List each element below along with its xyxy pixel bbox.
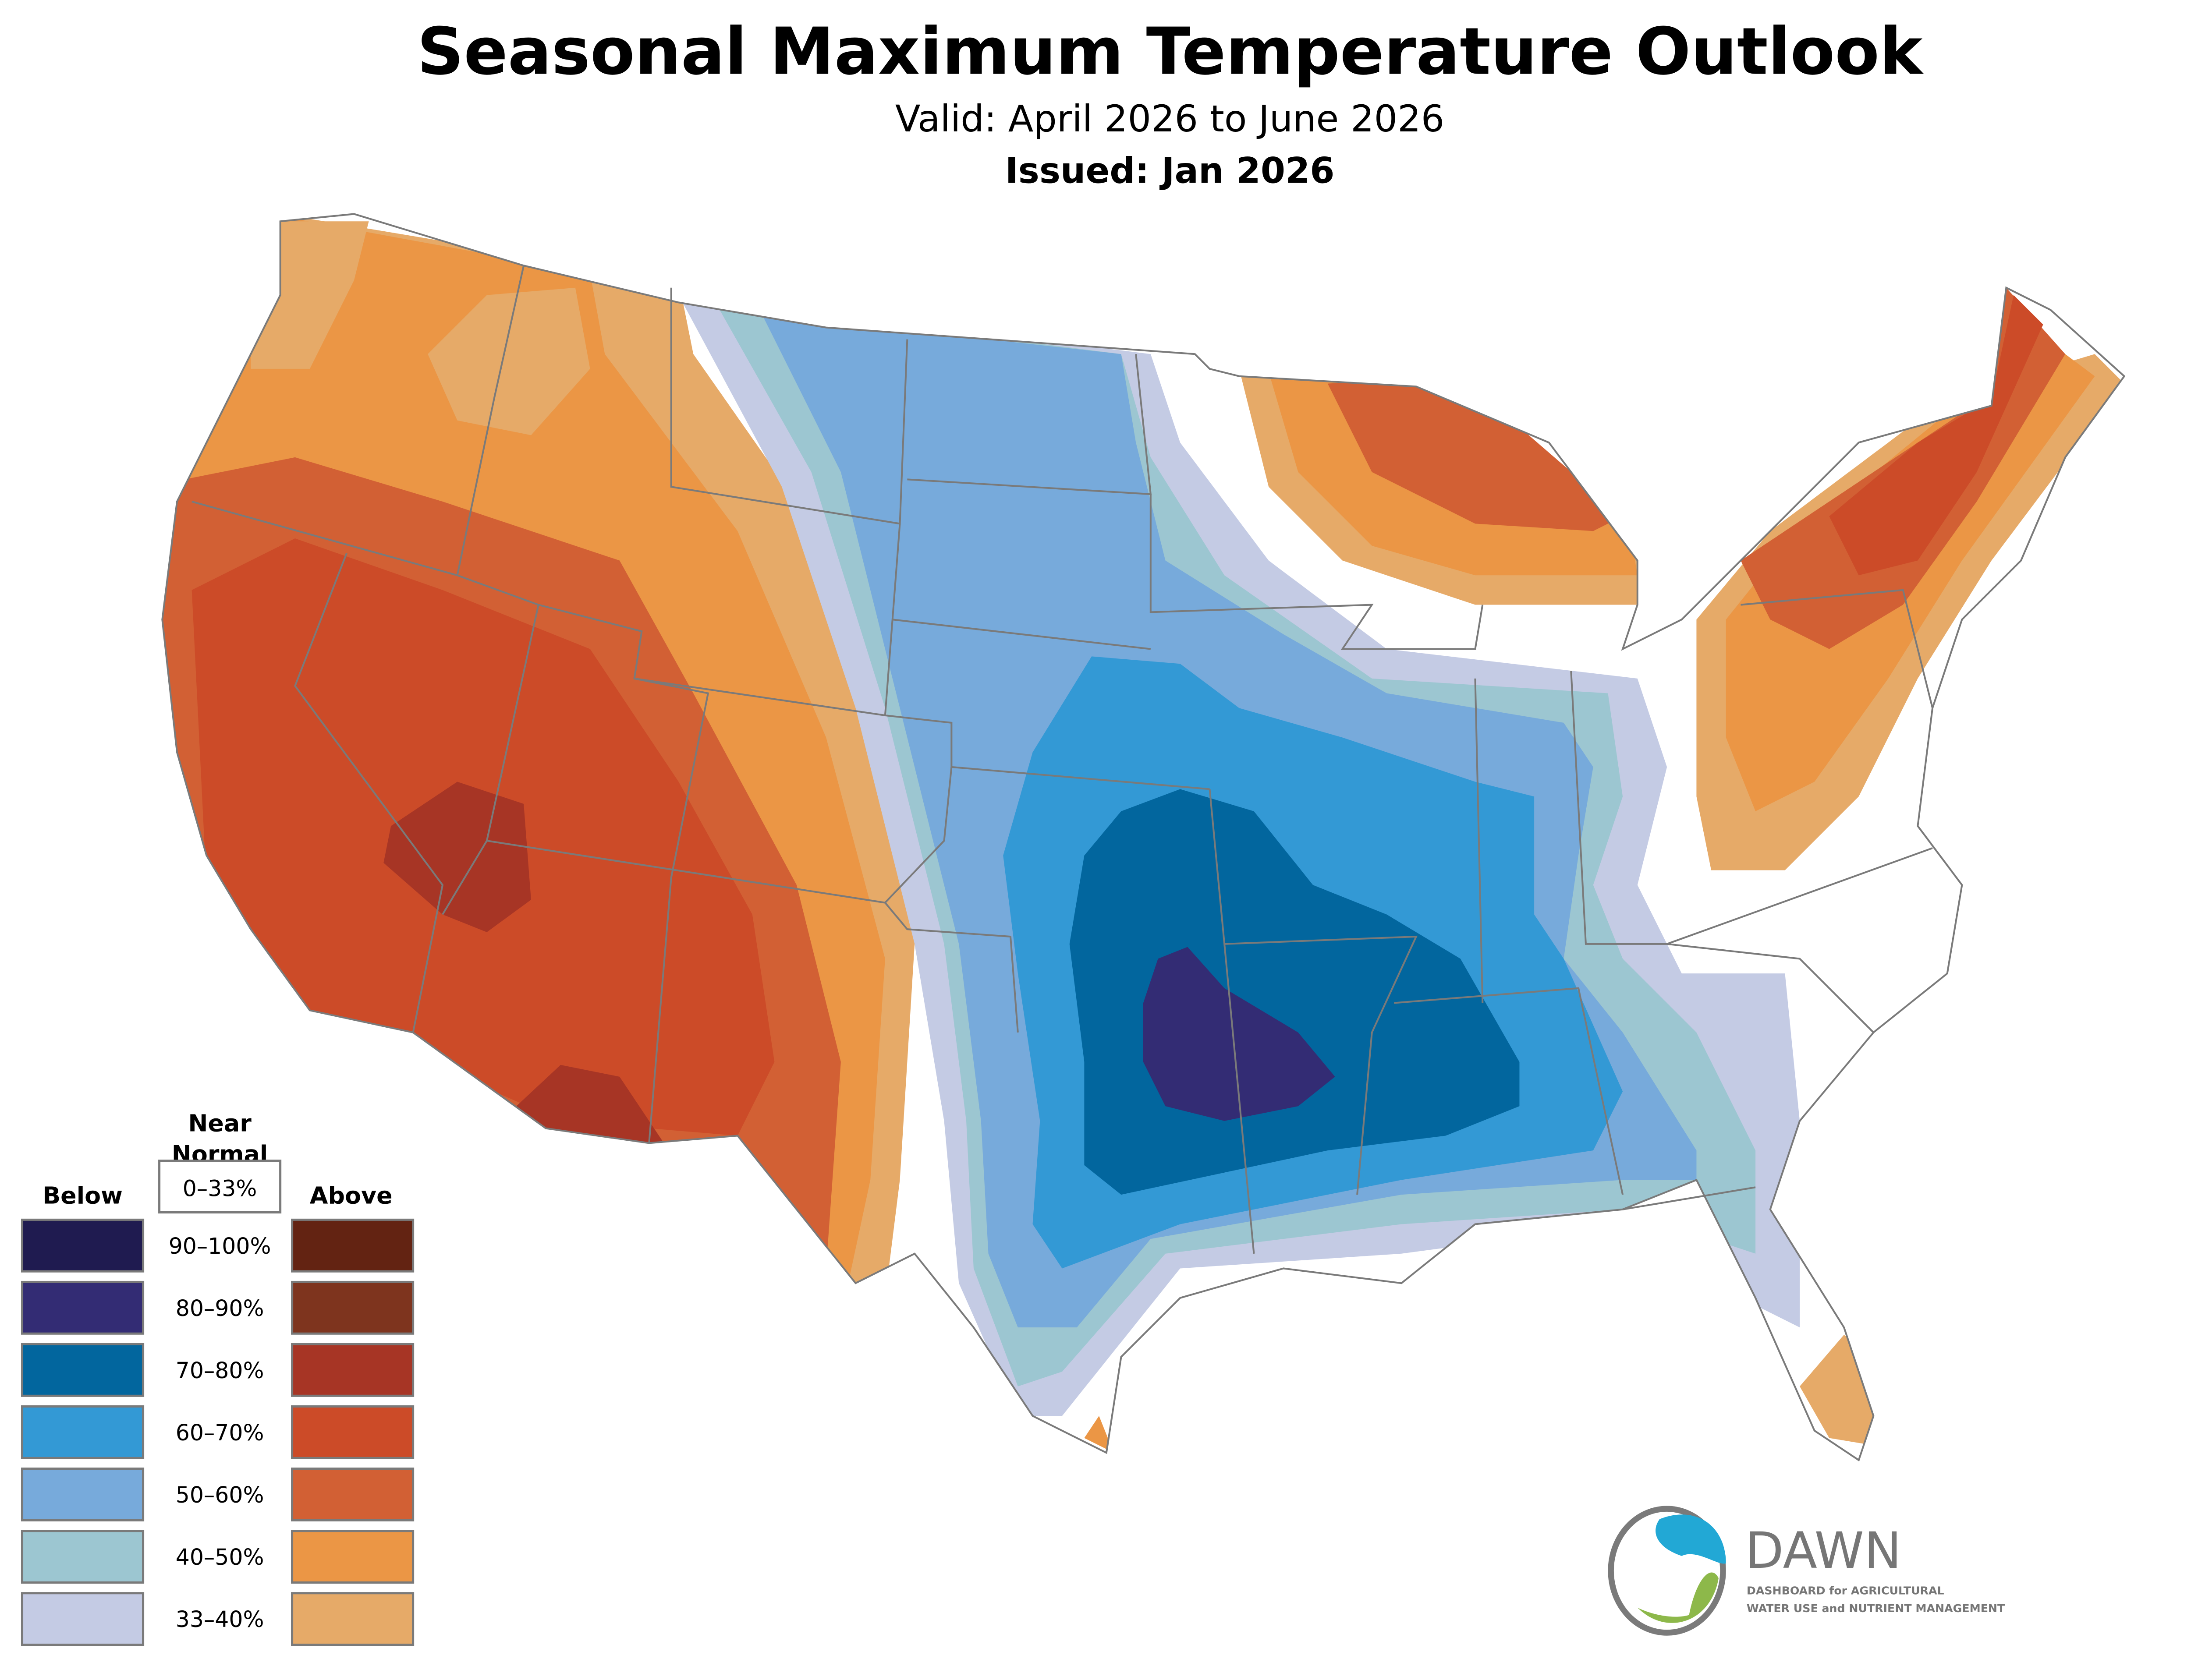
logo-water-icon bbox=[1656, 1514, 1726, 1564]
issued-date: Issued: Jan 2026 bbox=[1005, 151, 1335, 192]
legend-below-swatch bbox=[21, 1343, 145, 1397]
legend-above-swatch bbox=[291, 1405, 415, 1459]
logo-circuit-icon bbox=[1608, 1506, 1726, 1636]
logo-leaf-icon bbox=[1637, 1572, 1719, 1623]
legend-below-label: Below bbox=[43, 1181, 123, 1209]
logo-name: DAWN bbox=[1745, 1521, 1902, 1580]
legend-below-swatch bbox=[21, 1280, 145, 1335]
dawn-logo: DAWN DASHBOARD for AGRICULTURAL WATER US… bbox=[1608, 1506, 2005, 1636]
central-below-80-90 bbox=[1143, 947, 1335, 1121]
legend-below-swatch bbox=[21, 1405, 145, 1459]
state-boundaries bbox=[161, 213, 2126, 1462]
legend-below-swatch bbox=[21, 1218, 145, 1273]
legend-near-normal-swatch bbox=[158, 1160, 282, 1214]
ne-above-60-70 bbox=[1829, 295, 2043, 576]
legend-range-label: 40–50% bbox=[176, 1544, 264, 1570]
legend-near-normal-label-1: Near bbox=[188, 1109, 252, 1137]
tx-above-40-50 bbox=[1084, 1416, 1114, 1453]
pnw-above-33-40 bbox=[428, 287, 590, 435]
legend-range-label: 70–80% bbox=[176, 1358, 264, 1383]
legend-above-swatch bbox=[291, 1280, 415, 1335]
legend-range-label: 90–100% bbox=[169, 1233, 271, 1259]
legend-range-label: 60–70% bbox=[176, 1420, 264, 1446]
valid-period: Valid: April 2026 to June 2026 bbox=[895, 97, 1444, 140]
west-above-70-80-az bbox=[516, 1065, 664, 1143]
legend-above-swatch bbox=[291, 1468, 415, 1521]
legend-above-swatch bbox=[291, 1218, 415, 1273]
west-above-70-80-nv bbox=[383, 782, 531, 932]
legend-range-label: 80–90% bbox=[176, 1295, 264, 1321]
lakes-above-50-60 bbox=[1327, 376, 1623, 531]
legend-above-swatch bbox=[291, 1343, 415, 1397]
legend-range-label: 33–40% bbox=[176, 1606, 264, 1632]
legend: Near Normal 0–33% Below Above 90–100%80–… bbox=[21, 1109, 415, 1646]
logo-tagline-1: DASHBOARD for AGRICULTURAL bbox=[1747, 1584, 1944, 1597]
legend-near-normal-range: 0–33% bbox=[183, 1175, 257, 1201]
legend-below-swatch bbox=[21, 1592, 145, 1646]
legend-range-label: 50–60% bbox=[176, 1482, 264, 1508]
legend-above-label: Above bbox=[310, 1181, 393, 1209]
legend-below-swatch bbox=[21, 1530, 145, 1584]
logo-tagline-2: WATER USE and NUTRIENT MANAGEMENT bbox=[1747, 1602, 2005, 1615]
legend-above-swatch bbox=[291, 1592, 415, 1646]
map-title: Seasonal Maximum Temperature Outlook bbox=[417, 14, 1924, 89]
legend-above-swatch bbox=[291, 1530, 415, 1584]
legend-below-swatch bbox=[21, 1468, 145, 1521]
